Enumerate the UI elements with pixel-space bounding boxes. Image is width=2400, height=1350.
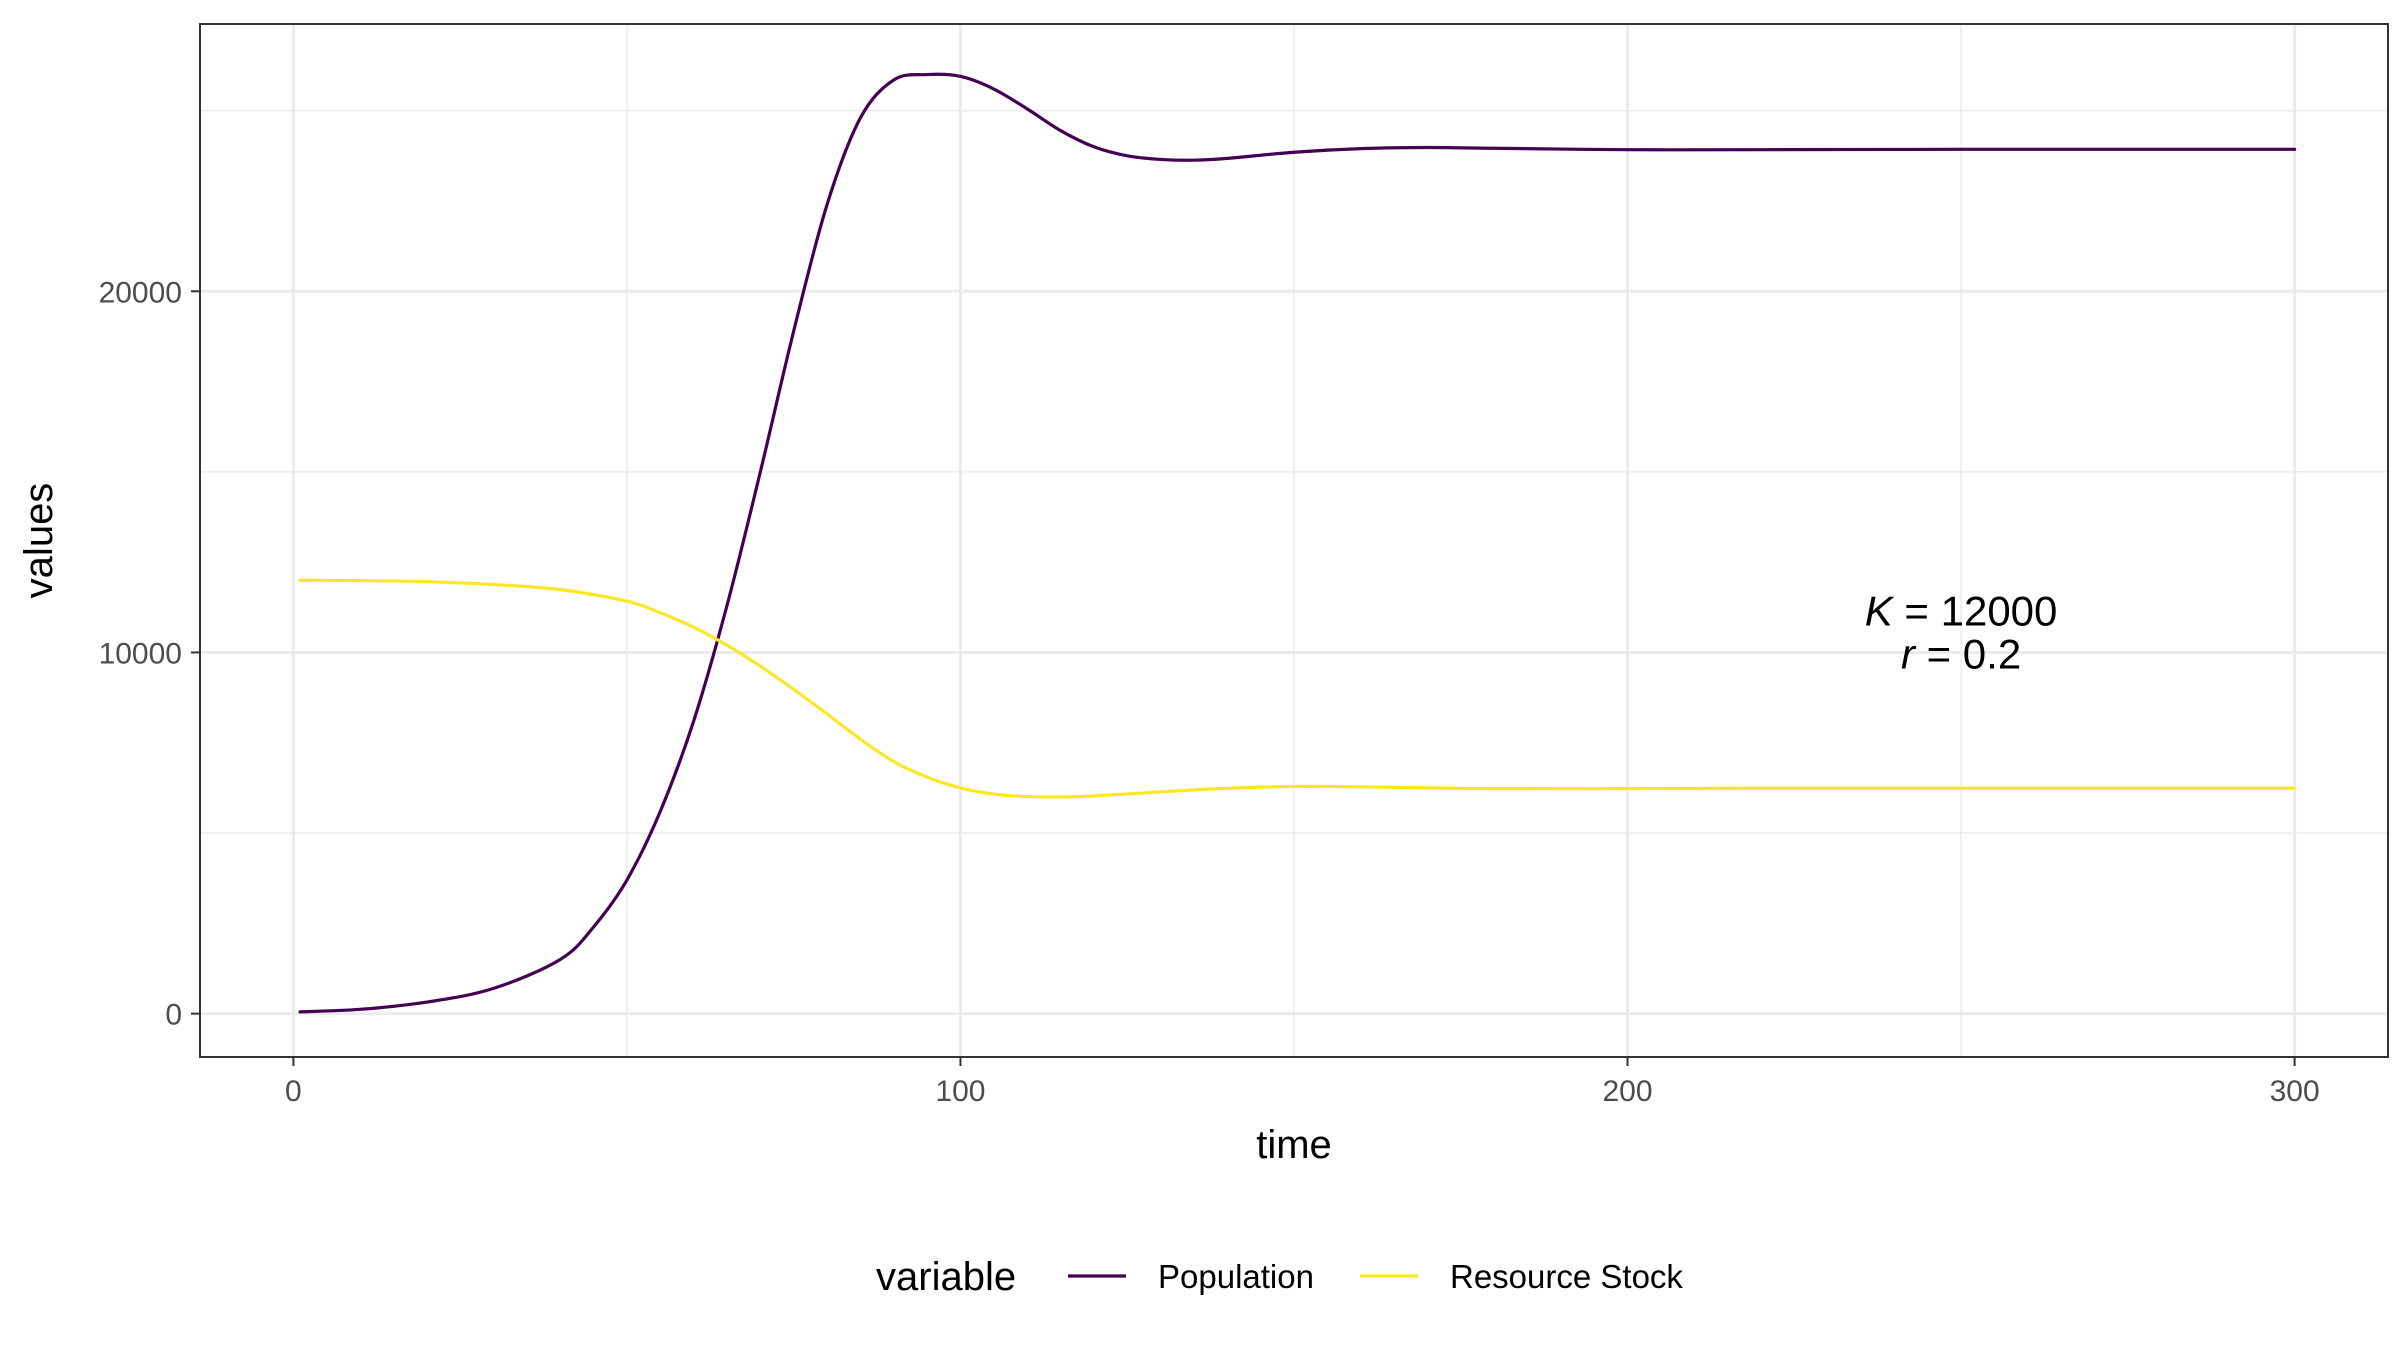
legend-label-resource-stock: Resource Stock	[1450, 1258, 1683, 1295]
annotation-value: = 12000	[1893, 587, 2058, 634]
series-line-population	[298, 72, 2297, 1014]
annotation-variable: K	[1865, 587, 1895, 634]
annotation-value: = 0.2	[1915, 631, 2021, 678]
y-tick-label: 20000	[99, 276, 182, 309]
y-axis-title: values	[17, 483, 61, 599]
plot-border	[199, 23, 2389, 1058]
x-axis-title: time	[1256, 1123, 1332, 1167]
x-tick-label: 300	[2270, 1075, 2320, 1108]
series-layer	[298, 72, 2297, 1014]
grid-major	[200, 24, 2388, 1057]
y-tick-label: 0	[165, 999, 182, 1032]
x-tick-label: 100	[935, 1075, 985, 1108]
legend-title: variable	[876, 1255, 1016, 1299]
y-axis: 0 10000 20000	[99, 276, 200, 1032]
grid-minor	[200, 24, 2388, 1057]
x-tick-label: 200	[1603, 1075, 1653, 1108]
y-tick-label: 10000	[99, 637, 182, 670]
legend-label-population: Population	[1158, 1258, 1314, 1295]
annotation-variable: r	[1901, 631, 1917, 678]
annotation-r: r = 0.2	[1901, 631, 2021, 678]
series-line-resource-stock	[298, 578, 2297, 799]
legend: variable Population Resource Stock	[876, 1255, 1683, 1299]
x-tick-label: 0	[285, 1075, 302, 1108]
x-axis: 0 100 200 300	[285, 1057, 2320, 1108]
annotation-k: K = 12000	[1865, 587, 2058, 634]
legend-items: Population Resource Stock	[1068, 1258, 1683, 1295]
